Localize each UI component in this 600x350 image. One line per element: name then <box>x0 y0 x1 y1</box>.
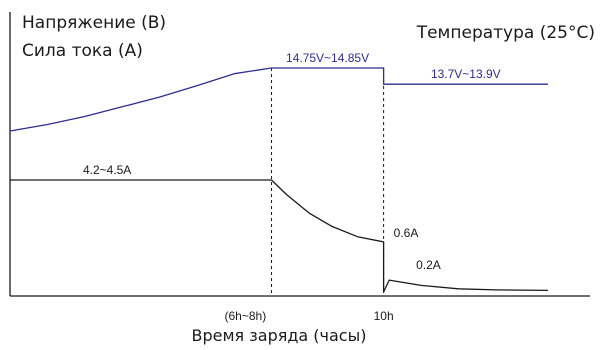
voltage-annotation: 13.7V~13.9V <box>431 67 501 81</box>
y-label-current: Сила тока (А) <box>22 41 143 61</box>
x-tick-label: 10h <box>374 309 394 323</box>
voltage-annotation: 14.75V~14.85V <box>286 51 369 65</box>
x-tick-label: (6h~8h) <box>225 309 267 323</box>
phase-guides <box>271 68 385 296</box>
axes: (6h~8h) 10h <box>9 12 590 323</box>
x-axis-label: Время заряда (часы) <box>192 326 367 345</box>
voltage-line <box>9 67 548 132</box>
current-annotation: 0.2A <box>416 258 441 272</box>
condition-label: Температура (25°C) <box>416 23 595 43</box>
current-annotation: 4.2~4.5A <box>83 163 131 177</box>
labels: Напряжение (В) Сила тока (А) Температура… <box>22 13 595 345</box>
current-annotation: 0.6A <box>394 226 419 240</box>
current-line <box>10 179 549 293</box>
y-label-voltage: Напряжение (В) <box>22 13 166 33</box>
series: 14.75V~14.85V 13.7V~13.9V 4.2~4.5A 0.6A 0.2A <box>9 51 549 293</box>
